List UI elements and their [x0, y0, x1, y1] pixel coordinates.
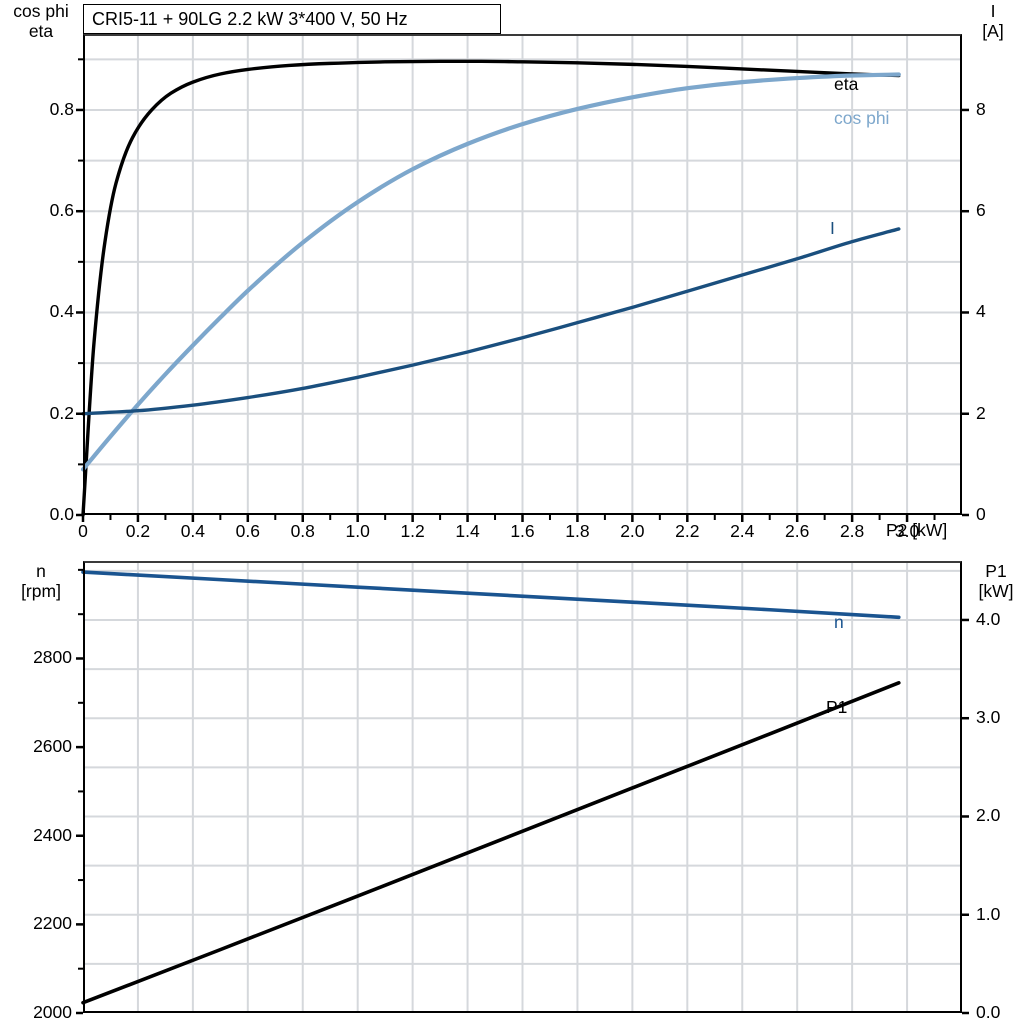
top-left-tick: 0.6	[49, 200, 74, 221]
top-left-tick: 0.0	[49, 504, 74, 524]
top-left-axis-title-line2: eta	[28, 20, 54, 41]
top-x-axis-title: P2 [kW]	[886, 520, 1006, 541]
top-x-tick: 0	[78, 521, 88, 541]
top-left-tick: 0.4	[49, 301, 74, 322]
top-plot-area	[76, 34, 969, 522]
top-right-tick: 0	[976, 504, 986, 524]
top-x-tick: 2.6	[785, 521, 810, 541]
top-right-tick: 4	[976, 301, 986, 322]
bottom-right-tick: 4.0	[976, 608, 1001, 629]
top-left-tick: 0.8	[49, 98, 74, 119]
top-x-tick: 3.0	[894, 521, 920, 541]
top-x-tick: 1.6	[510, 521, 535, 541]
bottom-right-axis-title-line1: P1	[985, 561, 1007, 581]
top-x-tick: 2.8	[839, 521, 865, 541]
top-x-tick: 1.0	[345, 521, 370, 541]
bottom-plot-area	[76, 561, 969, 1015]
bottom-right-tick: 3.0	[976, 707, 1001, 728]
chart-title-text: CRI5-11 + 90LG 2.2 kW 3*400 V, 50 Hz	[92, 8, 408, 29]
bottom-right-axis-title: P1 [kW]	[968, 561, 1024, 601]
bottom-chart-panel: n [rpm] P1 [kW] n P1 2000 2200 2400 2600 280…	[0, 550, 1024, 1024]
top-right-tick: 8	[976, 98, 986, 119]
top-left-axis-title-line1: cos phi	[13, 1, 69, 21]
curve-label-cos-phi: cos phi	[834, 108, 890, 128]
top-x-tick: 2.0	[620, 521, 645, 541]
top-left-tick: 0.2	[49, 402, 74, 423]
top-x-tick: 2.2	[675, 521, 700, 541]
chart-title-box: CRI5-11 + 90LG 2.2 kW 3*400 V, 50 Hz	[83, 4, 501, 34]
bottom-left-tick: 2400	[33, 824, 72, 845]
curve-label-current: I	[830, 218, 835, 238]
top-x-tick: 0.4	[180, 521, 206, 541]
bottom-left-axis-title-line2: [rpm]	[21, 580, 61, 601]
top-right-axis-title: I [A]	[968, 1, 1018, 41]
bottom-left-tick: 2800	[33, 647, 72, 668]
top-right-axis-title-line2: [A]	[982, 20, 1004, 41]
bottom-right-axis-title-line2: [kW]	[978, 580, 1014, 601]
bottom-left-axis-title-line1: n	[36, 561, 46, 581]
curve-label-power: P1	[826, 697, 848, 717]
bottom-right-tick: 1.0	[976, 903, 1001, 924]
top-right-tick: 6	[976, 200, 986, 221]
bottom-left-tick: 2200	[33, 913, 72, 934]
top-right-tick: 2	[976, 402, 986, 423]
top-x-axis-title-text: P2 [kW]	[886, 520, 948, 540]
bottom-right-tick: 2.0	[976, 805, 1001, 826]
curve-label-speed: n	[834, 612, 844, 632]
bottom-left-tick: 2600	[33, 736, 72, 757]
top-x-tick: 1.4	[455, 521, 480, 541]
curve-label-eta: eta	[834, 74, 859, 94]
bottom-left-tick: 2000	[33, 1002, 72, 1022]
top-x-tick: 0.2	[125, 521, 151, 541]
bottom-left-axis-title: n [rpm]	[2, 561, 80, 601]
top-chart-panel: CRI5-11 + 90LG 2.2 kW 3*400 V, 50 Hz cos…	[2, 1, 1018, 541]
top-left-axis-title: cos phi eta	[2, 1, 80, 41]
top-x-tick: 1.8	[565, 521, 590, 541]
top-x-tick: 2.4	[730, 521, 755, 541]
top-x-tick: 0.8	[290, 521, 315, 541]
top-right-axis-title-line1: I	[990, 1, 996, 21]
top-x-tick: 1.2	[400, 521, 425, 541]
bottom-right-tick: 0.0	[976, 1002, 1001, 1022]
top-x-tick: 0.6	[235, 521, 260, 541]
